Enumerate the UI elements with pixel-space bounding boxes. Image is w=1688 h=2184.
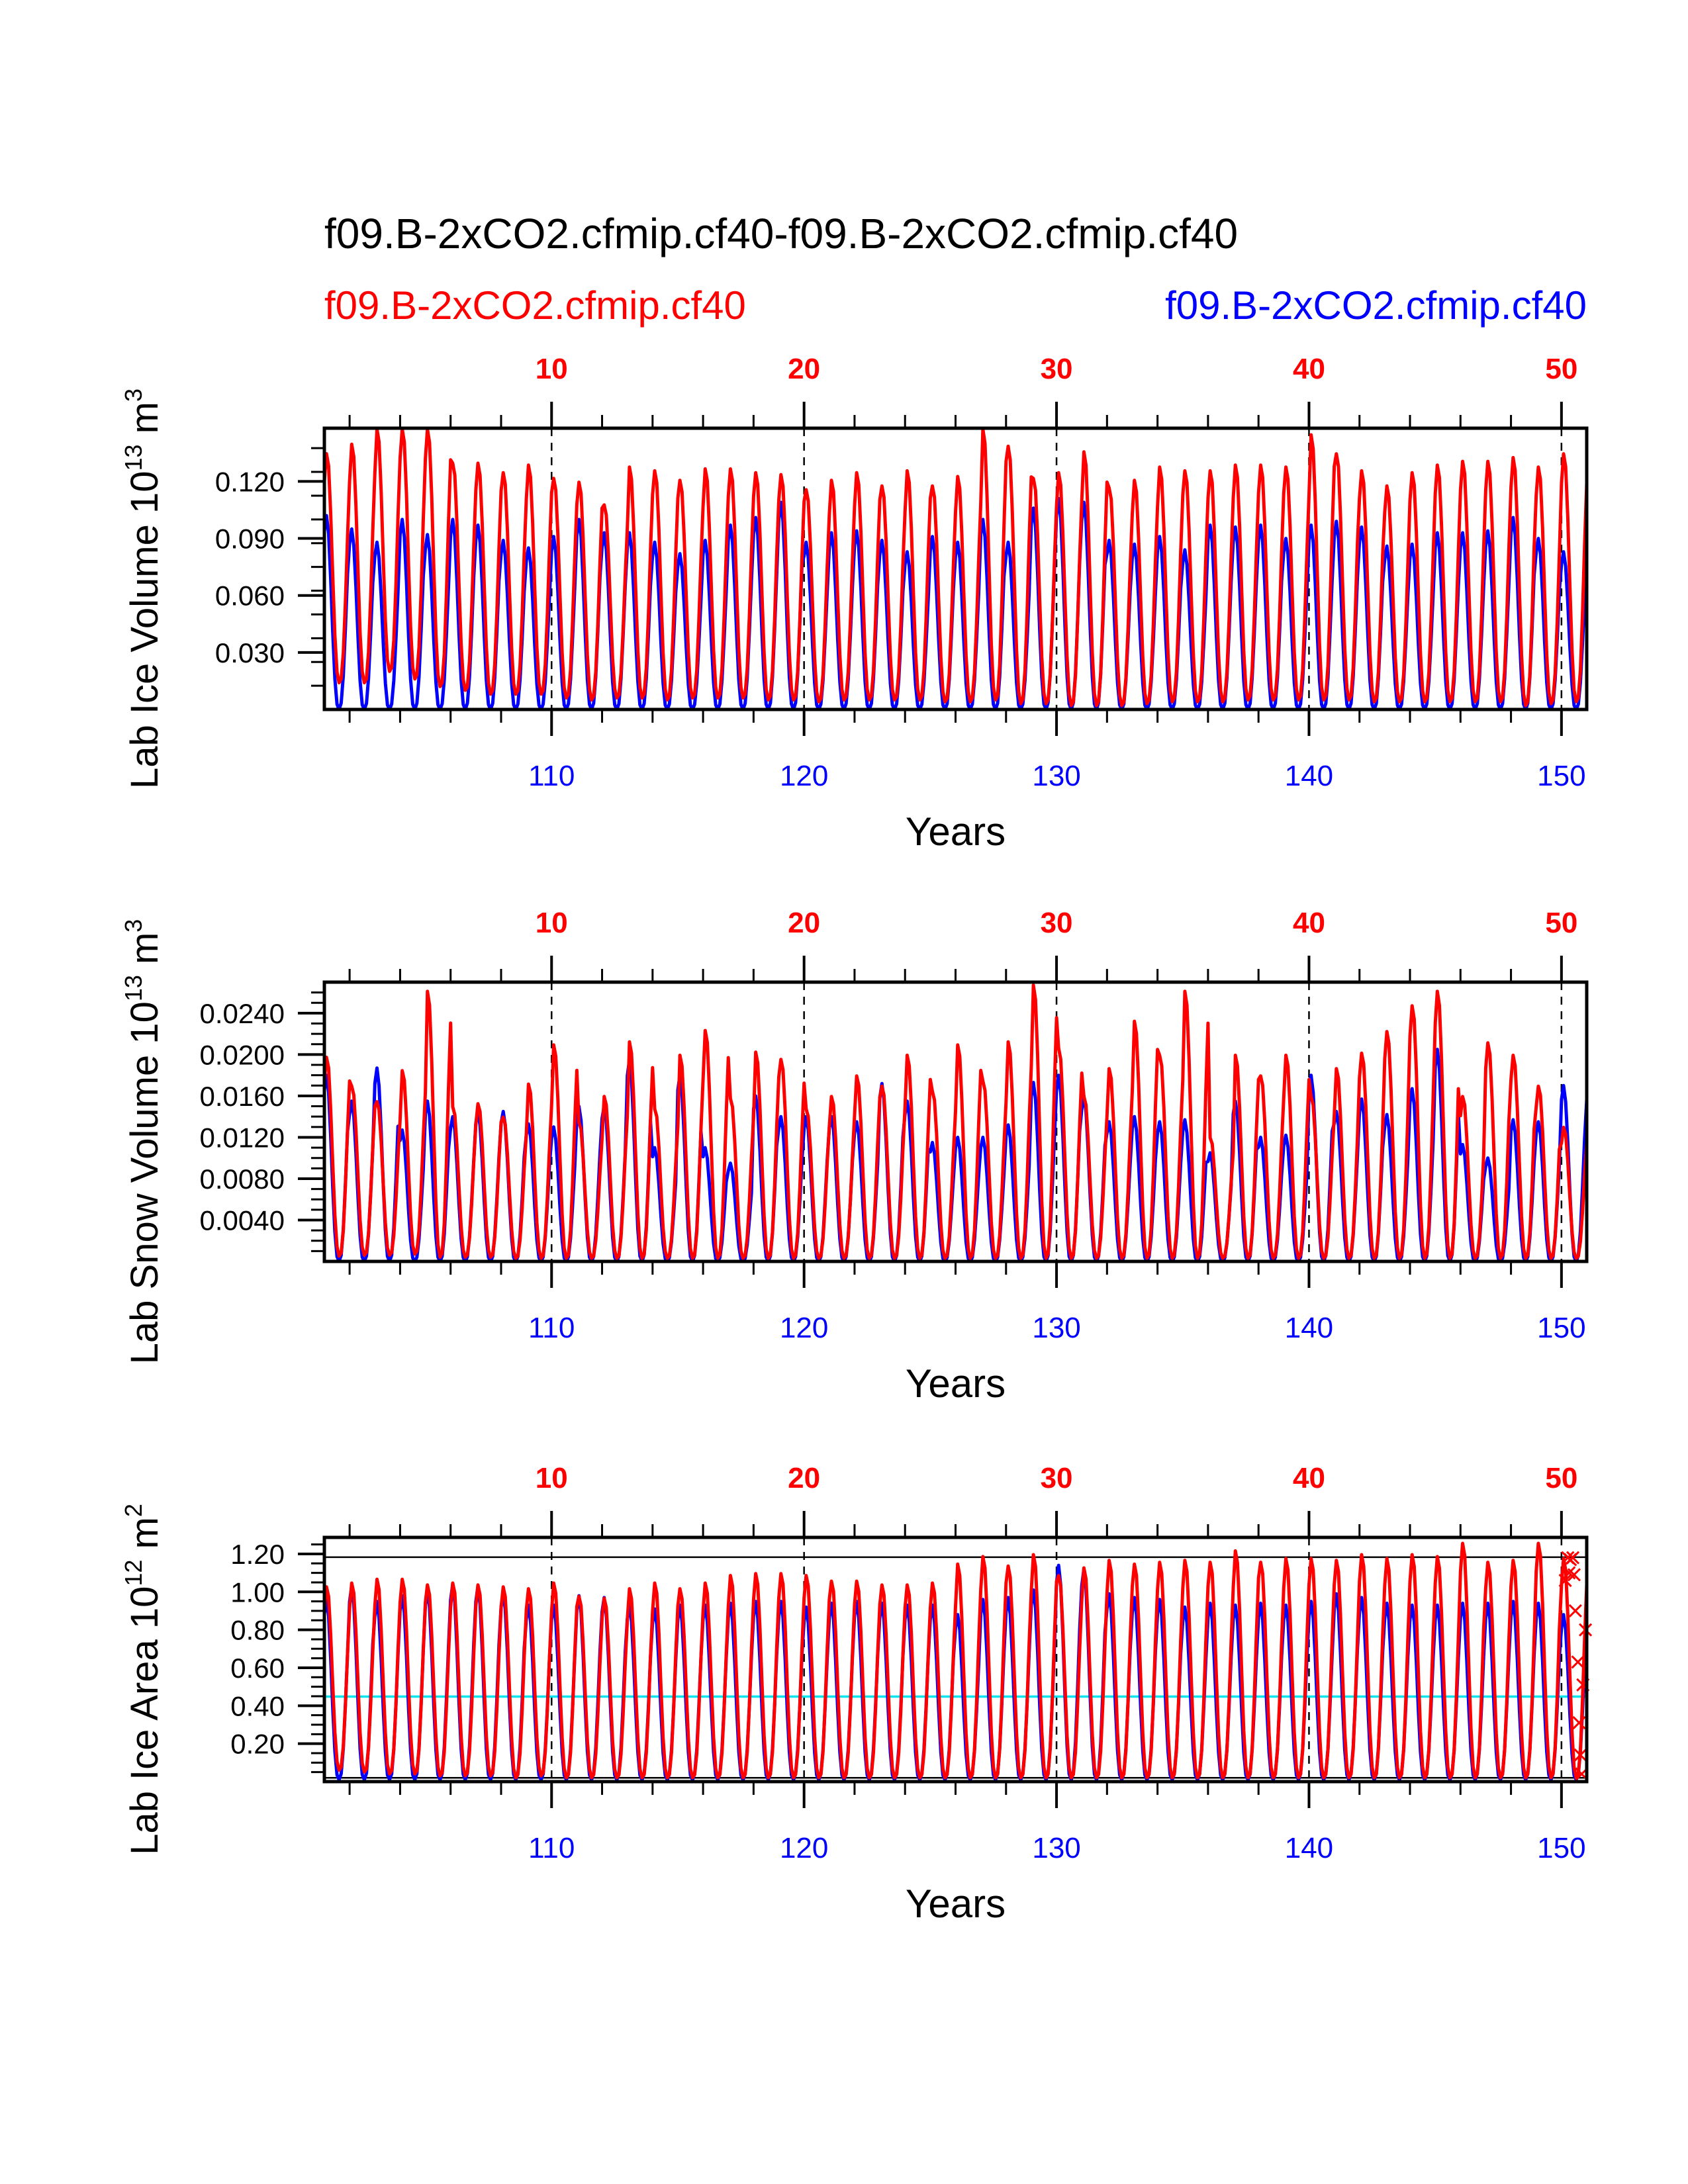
x-tick-label: 150	[1537, 1312, 1585, 1344]
y-tick-label: 0.20	[230, 1729, 285, 1760]
x-marker-stroke	[1572, 1716, 1586, 1730]
x-marker-stroke	[1571, 1655, 1585, 1669]
y-label-unit: m	[123, 1517, 166, 1559]
x-marker-stroke	[1567, 1568, 1581, 1582]
y-label-unit-exponent: 3	[120, 388, 147, 402]
x-tick-label: 130	[1032, 1312, 1080, 1344]
y-label-text: Lab Ice Volume 10	[123, 471, 166, 789]
top-tick-label: 20	[788, 353, 820, 385]
y-label-text: Lab Ice Area 10	[123, 1586, 166, 1855]
chart-title: f09.B-2xCO2.cfmip.cf40-f09.B-2xCO2.cfmip…	[324, 210, 1238, 257]
y-tick-label: 0.60	[230, 1653, 285, 1684]
x-marker	[1572, 1716, 1586, 1730]
y-tick-label: 0.0200	[200, 1039, 285, 1070]
top-tick-label: 40	[1293, 353, 1325, 385]
x-marker	[1566, 1551, 1580, 1565]
x-axis-label: Years	[906, 1361, 1006, 1406]
x-tick-label: 140	[1285, 760, 1333, 792]
top-tick-label: 30	[1041, 907, 1073, 939]
top-tick-label: 40	[1293, 1462, 1325, 1494]
plot-area	[324, 983, 1587, 1261]
panel-snow-volume: 110 120 130 140 150 10 20 30 40 50 Years 0.0040 0.00…	[120, 907, 1589, 1406]
x-tick-label: 140	[1285, 1312, 1333, 1344]
panel-ice-area: 110 120 130 140 150 10 20 30 40 50 Years 0.20 0.40 0.…	[120, 1462, 1593, 1926]
y-label-unit: m	[123, 933, 166, 975]
x-tick-label: 150	[1537, 1832, 1585, 1864]
y-axis-label: Lab Ice Volume 1013 m3	[120, 388, 166, 789]
x-tick-label: 140	[1285, 1832, 1333, 1864]
y-tick-label: 0.060	[215, 580, 285, 612]
top-tick-label: 30	[1041, 353, 1073, 385]
top-tick-label: 10	[536, 353, 568, 385]
top-tick-label: 50	[1545, 1462, 1577, 1494]
x-tick-label: 120	[780, 760, 828, 792]
y-tick-label: 0.0040	[200, 1205, 285, 1236]
x-marker-stroke	[1562, 1566, 1576, 1580]
panels-group: 110 120 130 140 150 10 20 30 40 50 Years 0.030 0.060…	[120, 353, 1593, 1926]
top-tick-label: 40	[1293, 907, 1325, 939]
y-tick-label: 0.030	[215, 637, 285, 668]
x-marker-stroke	[1558, 1574, 1572, 1588]
plot-area	[324, 428, 1587, 709]
y-tick-label: 1.20	[230, 1539, 285, 1570]
y-label-unit-exponent: 3	[120, 919, 147, 933]
y-tick-label: 0.40	[230, 1690, 285, 1721]
y-label-unit-exponent: 2	[120, 1504, 147, 1517]
top-tick-label: 10	[536, 1462, 568, 1494]
y-label-unit: m	[123, 402, 166, 444]
x-tick-label: 130	[1032, 1832, 1080, 1864]
y-label-exponent: 12	[120, 1560, 147, 1586]
x-tick-label: 110	[528, 760, 575, 792]
top-tick-label: 10	[536, 907, 568, 939]
y-tick-label: 1.00	[230, 1576, 285, 1608]
series-line-red	[324, 1541, 1587, 1780]
panel-ice-volume: 110 120 130 140 150 10 20 30 40 50 Years 0.030 0.060…	[120, 353, 1589, 854]
x-marker-stroke	[1566, 1551, 1580, 1565]
x-tick-label: 150	[1537, 760, 1585, 792]
x-tick-label: 120	[780, 1832, 828, 1864]
y-axis-label: Lab Ice Area 1012 m2	[120, 1504, 166, 1855]
x-tick-label: 130	[1032, 760, 1080, 792]
y-axis-label: Lab Snow Volume 1013 m3	[120, 919, 166, 1365]
y-label-text: Lab Snow Volume 10	[123, 1001, 166, 1364]
x-marker	[1571, 1655, 1585, 1669]
top-tick-label: 20	[788, 1462, 820, 1494]
y-tick-label: 0.120	[215, 466, 285, 497]
plot-area	[324, 1541, 1587, 1782]
x-axis-label: Years	[906, 809, 1006, 854]
y-tick-label: 0.0120	[200, 1122, 285, 1153]
top-tick-label: 30	[1041, 1462, 1073, 1494]
y-tick-label: 0.0240	[200, 998, 285, 1029]
x-marker	[1558, 1574, 1572, 1588]
top-tick-label: 20	[788, 907, 820, 939]
legend-series-a: f09.B-2xCO2.cfmip.cf40	[324, 283, 746, 328]
top-tick-label: 50	[1545, 353, 1577, 385]
top-tick-label: 50	[1545, 907, 1577, 939]
y-tick-label: 0.80	[230, 1615, 285, 1646]
series-line-red	[324, 983, 1587, 1260]
x-tick-label: 110	[528, 1832, 575, 1864]
x-marker-stroke	[1573, 1748, 1587, 1762]
x-marker	[1567, 1568, 1581, 1582]
y-tick-label: 0.090	[215, 523, 285, 555]
y-label-exponent: 13	[120, 975, 147, 1001]
series-line-blue	[324, 496, 1587, 709]
x-axis-label: Years	[906, 1882, 1006, 1926]
x-marker	[1568, 1604, 1582, 1618]
x-tick-label: 110	[528, 1312, 575, 1344]
y-label-exponent: 13	[120, 444, 147, 471]
x-marker	[1573, 1748, 1587, 1762]
y-tick-label: 0.0080	[200, 1163, 285, 1195]
legend-series-b: f09.B-2xCO2.cfmip.cf40	[1165, 283, 1587, 328]
x-marker-stroke	[1568, 1604, 1582, 1618]
x-tick-label: 120	[780, 1312, 828, 1344]
y-tick-label: 0.0160	[200, 1081, 285, 1112]
series-line-red	[324, 428, 1587, 707]
